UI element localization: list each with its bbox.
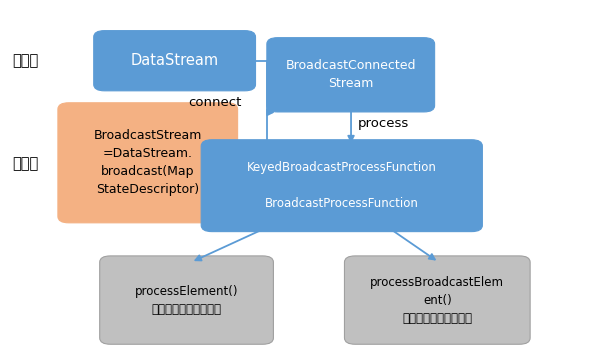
Text: connect: connect: [188, 96, 241, 108]
FancyBboxPatch shape: [100, 256, 273, 344]
Text: process: process: [358, 118, 410, 130]
FancyBboxPatch shape: [201, 140, 482, 232]
Text: 事件流: 事件流: [12, 53, 38, 68]
Text: 广播流: 广播流: [12, 156, 38, 171]
Text: processElement()
负责处理事件流的元素: processElement() 负责处理事件流的元素: [135, 284, 238, 316]
Text: processBroadcastElem
ent()
负责处理广播流的元素: processBroadcastElem ent() 负责处理广播流的元素: [370, 276, 504, 325]
Text: KeyedBroadcastProcessFunction

BroadcastProcessFunction: KeyedBroadcastProcessFunction BroadcastP…: [247, 161, 437, 210]
FancyBboxPatch shape: [267, 38, 435, 112]
FancyBboxPatch shape: [94, 31, 256, 91]
Text: BroadcastStream
=DataStream.
broadcast(Map
StateDescriptor): BroadcastStream =DataStream. broadcast(M…: [94, 129, 202, 196]
Text: DataStream: DataStream: [131, 53, 219, 68]
FancyBboxPatch shape: [58, 103, 238, 223]
Text: BroadcastConnected
Stream: BroadcastConnected Stream: [285, 59, 416, 90]
FancyBboxPatch shape: [344, 256, 530, 344]
